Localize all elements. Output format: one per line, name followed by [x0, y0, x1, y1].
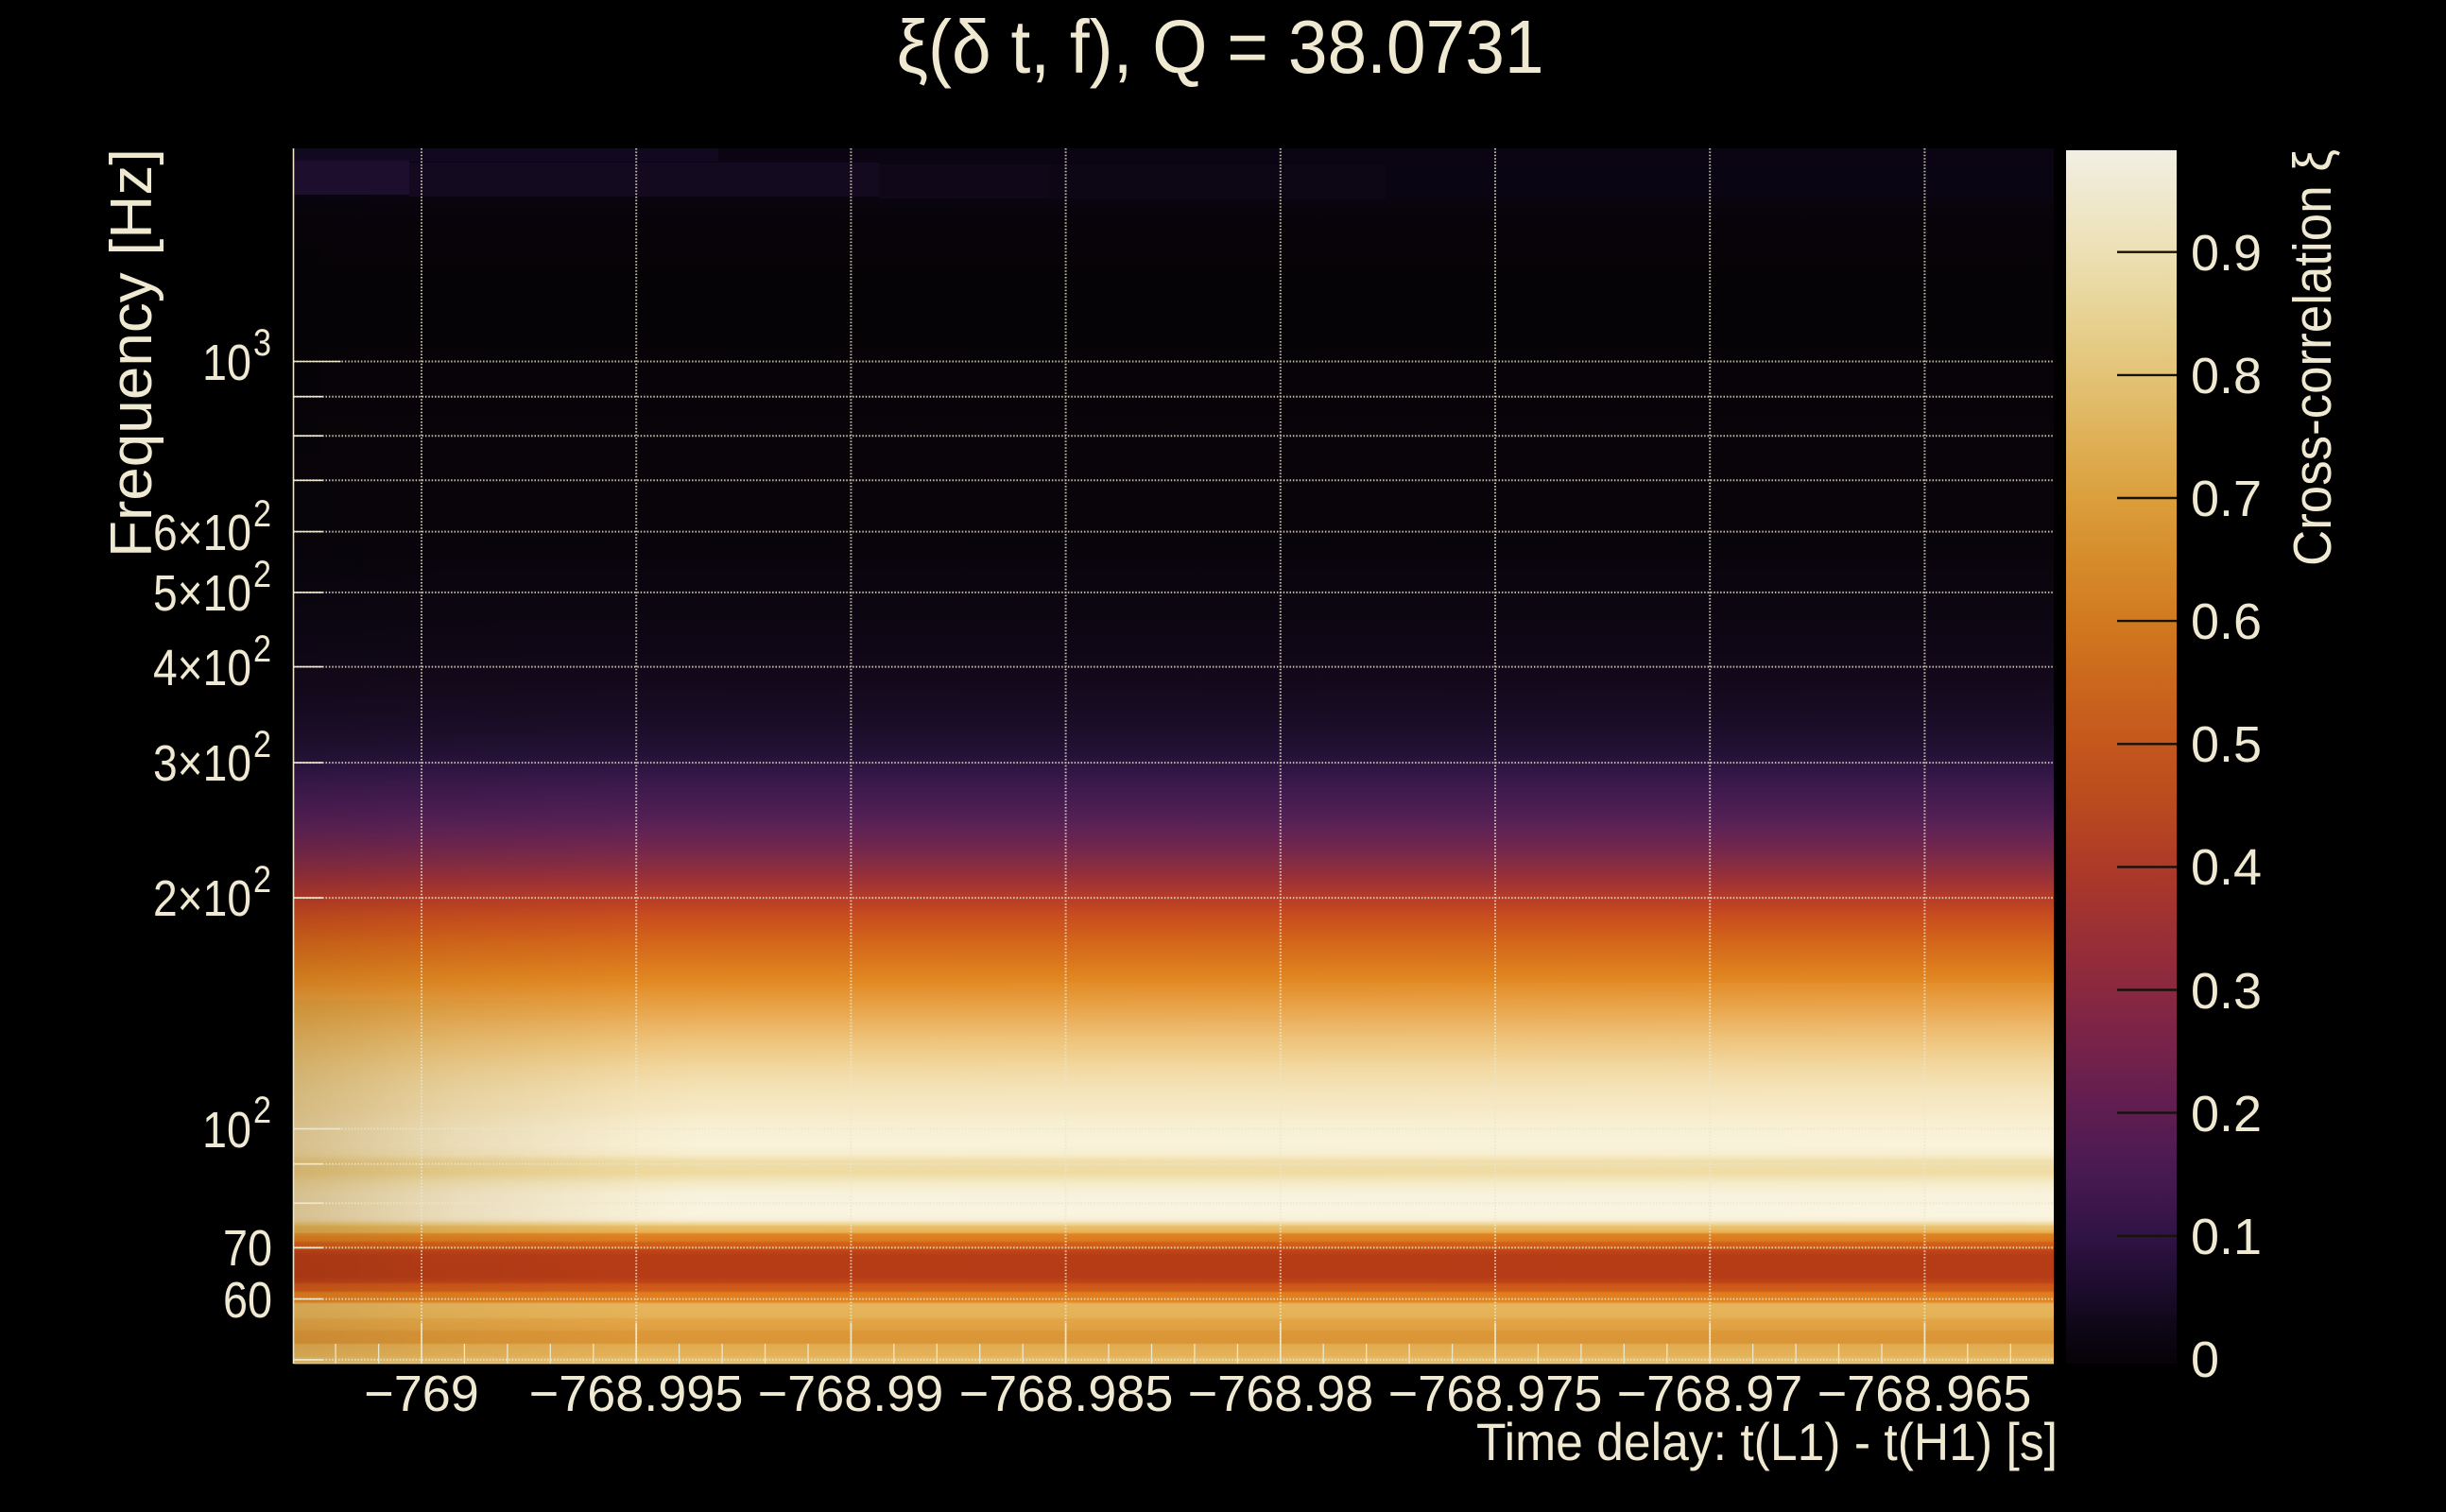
svg-text:3: 3 [253, 322, 271, 364]
svg-text:2: 2 [253, 1090, 271, 1131]
svg-text:10: 10 [202, 1102, 251, 1159]
svg-text:ξ(δ t, f), Q = 38.0731: ξ(δ t, f), Q = 38.0731 [897, 5, 1544, 89]
svg-text:4×10: 4×10 [153, 640, 251, 696]
svg-text:2×10: 2×10 [153, 870, 251, 927]
svg-text:−768.975: −768.975 [1388, 1366, 1603, 1422]
svg-text:2: 2 [253, 628, 271, 670]
svg-text:10: 10 [202, 335, 251, 391]
svg-text:Cross-correlation ξ: Cross-correlation ξ [2282, 149, 2343, 566]
svg-text:0.7: 0.7 [2191, 471, 2262, 527]
svg-text:−768.985: −768.985 [959, 1366, 1174, 1422]
svg-text:5×10: 5×10 [153, 565, 251, 622]
svg-text:2: 2 [253, 493, 271, 535]
svg-text:70: 70 [223, 1220, 272, 1277]
svg-text:Time delay: t(L1) - t(H1) [s]: Time delay: t(L1) - t(H1) [s] [1476, 1412, 2058, 1471]
svg-text:0.2: 0.2 [2191, 1086, 2262, 1143]
svg-text:60: 60 [223, 1272, 272, 1329]
svg-text:−769: −769 [364, 1366, 479, 1422]
svg-text:−768.965: −768.965 [1817, 1366, 2032, 1422]
svg-text:0.4: 0.4 [2191, 839, 2262, 896]
svg-text:2: 2 [253, 859, 271, 901]
svg-text:3×10: 3×10 [153, 735, 251, 792]
svg-text:0.9: 0.9 [2191, 225, 2262, 282]
svg-text:−768.99: −768.99 [758, 1366, 944, 1422]
svg-text:0.8: 0.8 [2191, 348, 2262, 404]
svg-text:−768.97: −768.97 [1617, 1366, 1803, 1422]
svg-text:Frequency [Hz]: Frequency [Hz] [99, 148, 164, 558]
svg-text:0.1: 0.1 [2191, 1209, 2262, 1265]
svg-text:0.6: 0.6 [2191, 593, 2262, 650]
svg-text:2: 2 [253, 724, 271, 765]
svg-text:−768.995: −768.995 [529, 1366, 744, 1422]
svg-text:−768.98: −768.98 [1188, 1366, 1374, 1422]
svg-text:6×10: 6×10 [153, 505, 251, 561]
svg-text:0: 0 [2191, 1332, 2219, 1388]
svg-text:0.3: 0.3 [2191, 963, 2262, 1020]
svg-text:2: 2 [253, 554, 271, 595]
svg-text:0.5: 0.5 [2191, 716, 2262, 773]
